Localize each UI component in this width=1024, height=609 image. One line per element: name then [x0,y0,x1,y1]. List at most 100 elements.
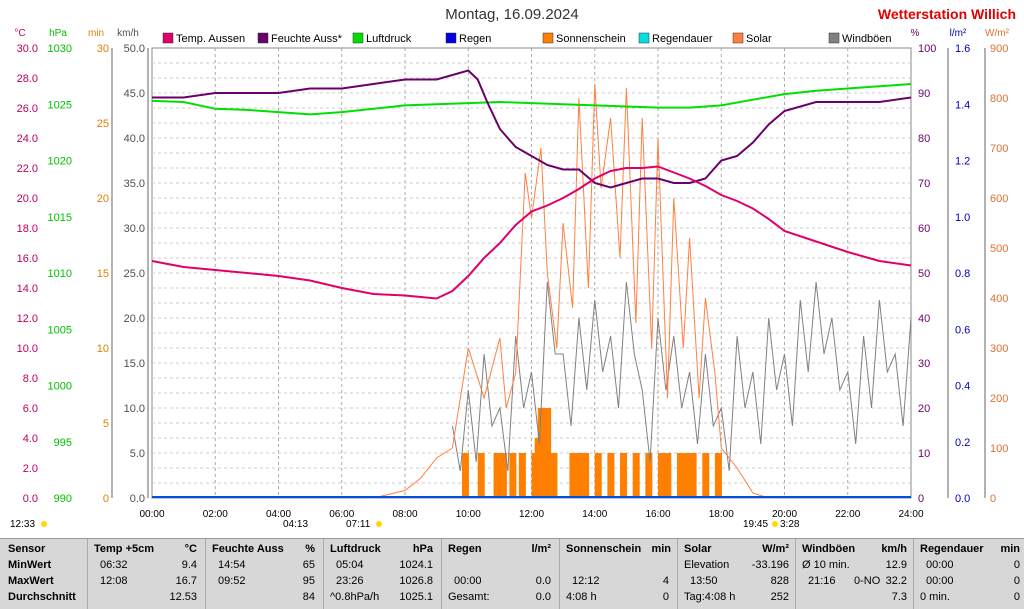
y-tick-rain: 1.4 [955,99,970,111]
series-feuchte-auss- [152,69,912,189]
marker-dot [41,521,47,527]
regen-max: 0.0 [535,575,551,587]
wind-max-time: 21:16 [808,575,836,587]
wind-unit: km/h [881,543,907,555]
y-tick-temp: 2.0 [23,463,38,475]
sonne-unit: min [651,543,671,555]
luftdruck-avg: 1025.1 [399,591,433,603]
sunshine-bar [683,453,691,498]
regen-total: 0.0 [535,591,551,603]
y-tick-sunshine: 25 [97,118,109,130]
y-tick-humidity: 50 [918,268,930,280]
luftdruck-min-time: 05:04 [336,559,364,571]
y-tick-pressure: 1030 [48,43,72,55]
regendauer-max-time: 00:00 [926,575,954,587]
stats-temp: Temp +5cm °C 06:32 9.4 12:08 16.7 12.53 [88,539,206,609]
regen-unit: l/m² [531,543,551,555]
sunshine-bar [645,453,653,498]
legend-label: Luftdruck [366,33,412,45]
regendauer-title: Regendauer [920,543,984,555]
solar-max: 828 [770,575,789,587]
regendauer-min-time: 00:00 [926,559,954,571]
legend-label: Solar [746,33,772,45]
y-tick-temp: 10.0 [17,343,38,355]
sonne-title: Sonnenschein [566,543,642,555]
legend-label: Feuchte Auss* [271,33,343,45]
sunshine-bar [518,453,526,498]
y-tick-solar: 100 [990,443,1008,455]
axis-unit-wind: km/h [117,28,139,39]
y-tick-sunshine: 10 [97,343,109,355]
stats-feuchte: Feuchte Auss% 14:54 65 09:52 95 84 [206,539,324,609]
marker-0413: 04:13 [283,519,308,530]
x-tick-label: 12:00 [519,509,544,520]
y-tick-pressure: 990 [54,493,72,505]
stats-table: Sensor MinWert MaxWert Durchschnitt Temp… [0,538,1024,609]
x-tick-label: 24:00 [898,509,923,520]
y-tick-temp: 4.0 [23,433,38,445]
sunshine-bar [550,453,558,498]
sunshine-bar [702,453,710,498]
maxwert-label: MaxWert [8,575,54,587]
sonne-max-time: 12:12 [572,575,600,587]
stats-sensor-column: Sensor MinWert MaxWert Durchschnitt [0,539,88,609]
sunshine-bar [620,453,628,498]
sunshine-bar [499,453,507,498]
y-tick-temp: 6.0 [23,403,38,415]
stats-solar: Solar W/m² Elevation -33.196 13:50 828 Tag:… [678,539,796,609]
luftdruck-title: Luftdruck [330,543,381,555]
y-tick-wind: 15.0 [124,358,145,370]
sunshine-bar [493,453,501,498]
wind-max: 32.2 [885,575,907,587]
x-tick-label: 14:00 [582,509,607,520]
marker-sunrise: 07:11 [346,519,371,530]
marker-moonrise: 12:33 [10,519,35,530]
y-tick-temp: 28.0 [17,73,38,85]
x-tick-label: 10:00 [456,509,481,520]
sunshine-bar [461,453,469,498]
legend-swatch [732,32,744,44]
sunshine-bar [632,453,640,498]
y-tick-temp: 0.0 [23,493,38,505]
y-tick-humidity: 0 [918,493,924,505]
y-tick-humidity: 100 [918,43,936,55]
x-tick-label: 18:00 [709,509,734,520]
avg-label: Durchschnitt [8,591,76,603]
sunshine-bar [477,453,485,498]
regen-max-time: 00:00 [454,575,482,587]
stats-wind: Windböen km/h Ø 10 min. 12.9 21:16 0-NO 32.2… [796,539,914,609]
axis-unit-rain: l/m² [950,28,967,39]
legend-label: Temp. Aussen [176,33,245,45]
y-tick-pressure: 1010 [48,268,72,280]
axis-unit-temp: °C [14,28,25,39]
axis-unit-pressure: hPa [49,28,67,39]
wind-avg: 7.3 [891,591,907,603]
y-tick-humidity: 70 [918,178,930,190]
temp-min: 9.4 [181,559,197,571]
feuchte-max-time: 09:52 [218,575,246,587]
luftdruck-unit: hPa [412,543,433,555]
legend-swatch [828,32,840,44]
weather-chart: 00:00 02:00 04:00 06:00 08:00 10:00 12:00 14:00… [10,28,1010,530]
y-tick-rain: 1.2 [955,156,970,168]
x-tick-label: 04:00 [266,509,291,520]
y-tick-solar: 900 [990,43,1008,55]
feuchte-avg: 84 [302,591,315,603]
x-tick-label: 02:00 [203,509,228,520]
solar-title: Solar [684,543,712,555]
sunshine-bar [658,453,665,498]
y-tick-wind: 5.0 [130,448,145,460]
sunshine-bar [575,453,583,498]
regendauer-unit: min [1000,543,1020,555]
regen-total-label: Gesamt: [448,591,490,603]
stats-regen: Regen l/m² 00:00 0.0 Gesamt: 0.0 [442,539,560,609]
stats-luftdruck: Luftdruck hPa 05:04 1024.1 23:26 1026.8 ^0.… [324,539,442,609]
y-tick-humidity: 10 [918,448,930,460]
marker-dot [772,521,778,527]
y-tick-rain: 0.0 [955,493,970,505]
legend-swatch [162,32,174,44]
temp-max: 16.7 [175,575,197,587]
temp-title: Temp +5cm [94,543,155,555]
y-tick-temp: 26.0 [17,103,38,115]
y-tick-temp: 14.0 [17,283,38,295]
